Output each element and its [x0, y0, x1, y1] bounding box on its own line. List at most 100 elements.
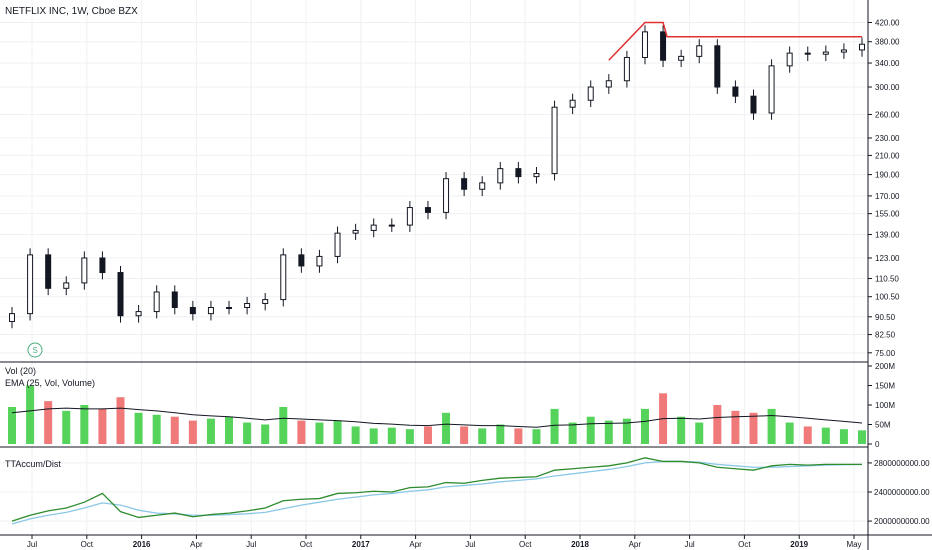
candle: [171, 285, 178, 315]
candle-body: [623, 56, 630, 82]
candle-body: [859, 43, 865, 51]
candle: [189, 300, 196, 321]
candle-body: [714, 45, 721, 88]
candle: [732, 80, 739, 104]
candle-body: [822, 51, 829, 55]
price-axis: 420.00 380.00 340.00 300.00 260.00 230.00 210.…: [868, 19, 930, 526]
time-tick-label: Apr: [629, 540, 642, 549]
volume-bar: [640, 408, 649, 444]
candle: [750, 89, 757, 120]
time-axis: Jul Oct 2016 Apr Jul Oct 2017 Apr Jul Oct 2018 Apr J…: [27, 535, 862, 549]
volume-bar: [423, 426, 432, 444]
candle: [605, 74, 612, 94]
candle: [207, 300, 214, 321]
grid: [0, 0, 868, 535]
candle-body: [99, 257, 106, 274]
price-tick-label: 420.00: [875, 19, 900, 28]
time-tick-label: 2019: [790, 540, 808, 549]
candle-body: [189, 306, 196, 315]
volume-bar: [622, 418, 631, 444]
candle-body: [696, 45, 703, 57]
candle-body: [786, 52, 793, 67]
candle: [135, 304, 142, 323]
candle: [388, 218, 395, 232]
time-tick-label: 2016: [133, 540, 151, 549]
candle: [551, 100, 558, 181]
candle: [623, 50, 630, 88]
price-tick-label: 82.50: [875, 331, 896, 340]
candle: [443, 172, 450, 220]
volume-bar: [442, 412, 451, 444]
price-tick-label: 110.50: [875, 275, 899, 284]
candle: [569, 93, 576, 115]
candle: [117, 265, 124, 323]
volume-bar: [98, 408, 107, 444]
candle: [859, 37, 865, 57]
volume-bar: [333, 420, 342, 444]
volume-bar: [261, 424, 270, 444]
volume-bar: [80, 405, 89, 444]
volume-ema-title: EMA (25, Vol, Volume): [5, 378, 95, 388]
candle-body: [9, 313, 15, 322]
candle-body: [63, 282, 70, 289]
candle-body: [641, 31, 648, 58]
trend-line[interactable]: [608, 21, 862, 61]
candle: [352, 223, 359, 240]
candle-body: [117, 272, 124, 317]
volume-bar: [532, 429, 541, 444]
volume-bar: [568, 422, 577, 444]
candle-body: [27, 254, 34, 315]
candle-body: [153, 291, 160, 313]
price-tick-label: 90.50: [875, 313, 896, 322]
time-tick-label: 2017: [352, 540, 370, 549]
volume-bar: [749, 412, 758, 444]
volume-panel: [8, 385, 866, 444]
candle: [81, 251, 88, 290]
candle: [370, 218, 377, 238]
volume-tick-label: 150M: [875, 382, 895, 391]
time-tick-label: Jul: [465, 540, 475, 549]
candle-body: [280, 254, 287, 301]
candle: [63, 276, 70, 296]
indicator-tick-label: 2000000000.00: [874, 517, 930, 526]
time-tick-label: Apr: [190, 540, 203, 549]
event-marker[interactable]: [27, 342, 43, 358]
volume-bar: [731, 410, 740, 444]
candle: [424, 200, 431, 220]
volume-tick-label: 200M: [875, 362, 895, 371]
candle: [804, 46, 811, 62]
candle: [497, 162, 504, 190]
indicator-line: [11, 460, 863, 525]
price-tick-label: 210.00: [875, 151, 900, 160]
candle-body: [750, 95, 757, 114]
time-tick-label: Jul: [27, 540, 37, 549]
candle: [641, 25, 648, 65]
indicator-line: [11, 457, 862, 522]
price-tick-label: 155.00: [875, 210, 900, 219]
volume-bar: [279, 406, 288, 444]
volume-bar: [26, 385, 35, 444]
price-tick-label: 340.00: [875, 59, 900, 68]
candle-body: [768, 65, 775, 114]
candle-body: [678, 55, 685, 61]
candle-body: [479, 182, 486, 190]
volume-tick-label: 50M: [875, 421, 891, 430]
time-tick-label: Jul: [684, 540, 694, 549]
indicator-panel: [11, 457, 863, 525]
candle: [334, 226, 341, 264]
candle-body: [551, 106, 558, 175]
volume-bar: [785, 422, 794, 444]
candle-body: [424, 207, 431, 213]
candle: [786, 46, 793, 73]
candle-body: [443, 178, 450, 213]
candle: [533, 166, 540, 184]
candle-body: [660, 31, 667, 61]
volume-bar: [677, 416, 686, 444]
candle: [298, 248, 305, 273]
price-tick-label: 123.00: [875, 254, 900, 263]
volume-bar: [188, 420, 197, 444]
time-tick-label: Jul: [246, 540, 256, 549]
candle-body: [804, 52, 811, 55]
candle: [461, 172, 468, 197]
